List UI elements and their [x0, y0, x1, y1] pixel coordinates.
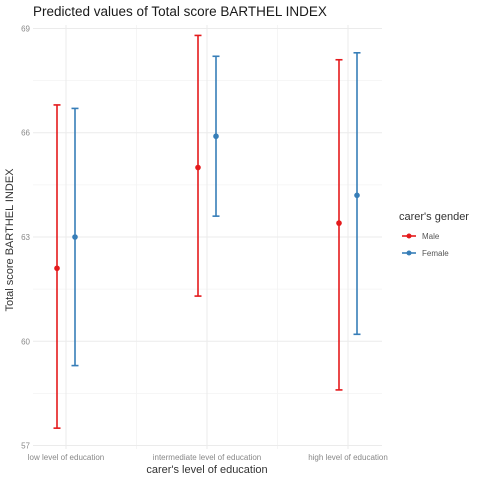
- x-axis-label: carer's level of education: [146, 464, 267, 476]
- y-tick-label: 66: [21, 129, 30, 138]
- legend-key-female: [402, 250, 416, 256]
- legend-key-point: [406, 233, 412, 239]
- data-point: [213, 133, 219, 140]
- legend-label: Male: [422, 232, 440, 241]
- y-tick-label: 60: [21, 337, 30, 346]
- legend: carer's gender Male Female: [399, 211, 469, 258]
- y-axis-label: Total score BARTHEL INDEX: [4, 168, 16, 312]
- y-tick-label: 63: [21, 233, 30, 242]
- y-tick-label: 57: [21, 442, 30, 451]
- legend-title: carer's gender: [399, 211, 469, 223]
- data-point: [54, 265, 60, 272]
- data-point: [336, 220, 342, 226]
- tick-labels: 57 60 63 66 69 low level of education intermed…: [21, 24, 388, 462]
- x-tick-label: intermediate level of education: [153, 453, 262, 462]
- y-tick-label: 69: [21, 24, 30, 33]
- legend-key-male: [402, 233, 416, 239]
- x-tick-label: high level of education: [308, 453, 388, 462]
- series-male: [53, 34, 343, 429]
- chart-title: Predicted values of Total score BARTHEL …: [33, 4, 327, 19]
- data-point: [354, 192, 360, 199]
- legend-label: Female: [422, 249, 449, 258]
- grid: [33, 25, 382, 449]
- x-tick-label: low level of education: [28, 453, 105, 462]
- legend-key-point: [406, 250, 412, 256]
- series-female: [71, 52, 361, 367]
- data-marks: [53, 34, 361, 429]
- data-point: [195, 164, 201, 171]
- data-point: [72, 234, 78, 240]
